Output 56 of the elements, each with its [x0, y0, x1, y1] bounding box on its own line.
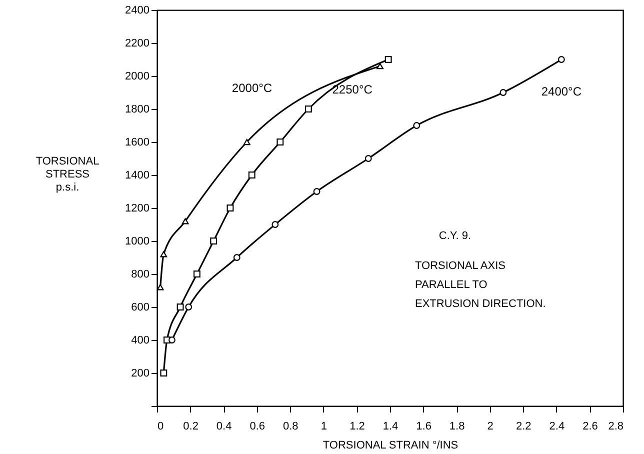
point — [276, 138, 284, 146]
point — [313, 188, 320, 195]
point — [226, 204, 234, 212]
x-tick-label: 2.6 — [582, 420, 598, 432]
x-tick-label: 0.2 — [183, 420, 198, 432]
x-tick-label: 1.2 — [350, 420, 365, 432]
x-tick-label: 2.4 — [549, 420, 565, 432]
series-label: 2000°C — [232, 81, 272, 96]
point — [193, 270, 200, 278]
y-tick-label: 1600 — [125, 136, 150, 148]
x-axis-title: TORSIONAL STRAIN °/INS — [322, 440, 458, 452]
point — [233, 254, 240, 261]
x-tick-label: 2.8 — [608, 420, 624, 432]
y-tick-label: 800 — [131, 268, 150, 280]
point — [160, 370, 168, 376]
y-tick-label: 1800 — [125, 104, 150, 116]
point — [500, 89, 507, 96]
x-tick-label: 0.6 — [250, 420, 266, 432]
y-tick-label: 2000 — [125, 70, 150, 82]
point — [384, 56, 392, 63]
annotation: TORSIONAL AXIS PARALLEL TO EXTRUSION DIRECTION. — [415, 260, 546, 310]
y-tick-label: 1000 — [125, 236, 150, 248]
series-label: 2250°C — [332, 82, 373, 96]
y-tick-label: 2200 — [125, 38, 150, 50]
x-tick-label: 2 — [487, 420, 494, 432]
y-tick-label: 400 — [131, 334, 150, 346]
x-tick-label: 1.8 — [449, 420, 465, 432]
x-tick-label: 0 — [158, 420, 164, 432]
point — [558, 56, 565, 63]
point — [364, 155, 372, 162]
point — [243, 138, 250, 146]
series-label: 2400°C — [541, 84, 582, 98]
point — [413, 122, 420, 129]
point — [304, 106, 312, 112]
y-tick-label: 1200 — [125, 202, 150, 214]
point — [182, 218, 189, 224]
y-tick-label: 600 — [131, 302, 150, 314]
x-tick-label: 1.4 — [382, 420, 398, 432]
x-tick-label: 1.6 — [416, 420, 432, 432]
y-tick-label: 2400 — [125, 4, 150, 16]
point — [168, 336, 176, 344]
y-tick-label: 1400 — [125, 170, 150, 182]
x-tick-label: 0.4 — [216, 420, 232, 432]
point — [176, 304, 184, 310]
x-tick-label: 0.8 — [282, 420, 298, 432]
point — [185, 304, 192, 310]
point — [272, 221, 279, 228]
x-tick-label: 2.2 — [516, 420, 532, 432]
point — [376, 63, 384, 70]
point — [160, 251, 168, 258]
y-axis-title: TORSIONAL STRESS p.s.i. — [36, 156, 100, 194]
point — [210, 238, 218, 244]
annotation: C.Y. 9. — [438, 230, 472, 242]
point — [248, 172, 256, 178]
y-tick-label: 200 — [131, 368, 150, 380]
x-tick-label: 1 — [320, 420, 327, 432]
